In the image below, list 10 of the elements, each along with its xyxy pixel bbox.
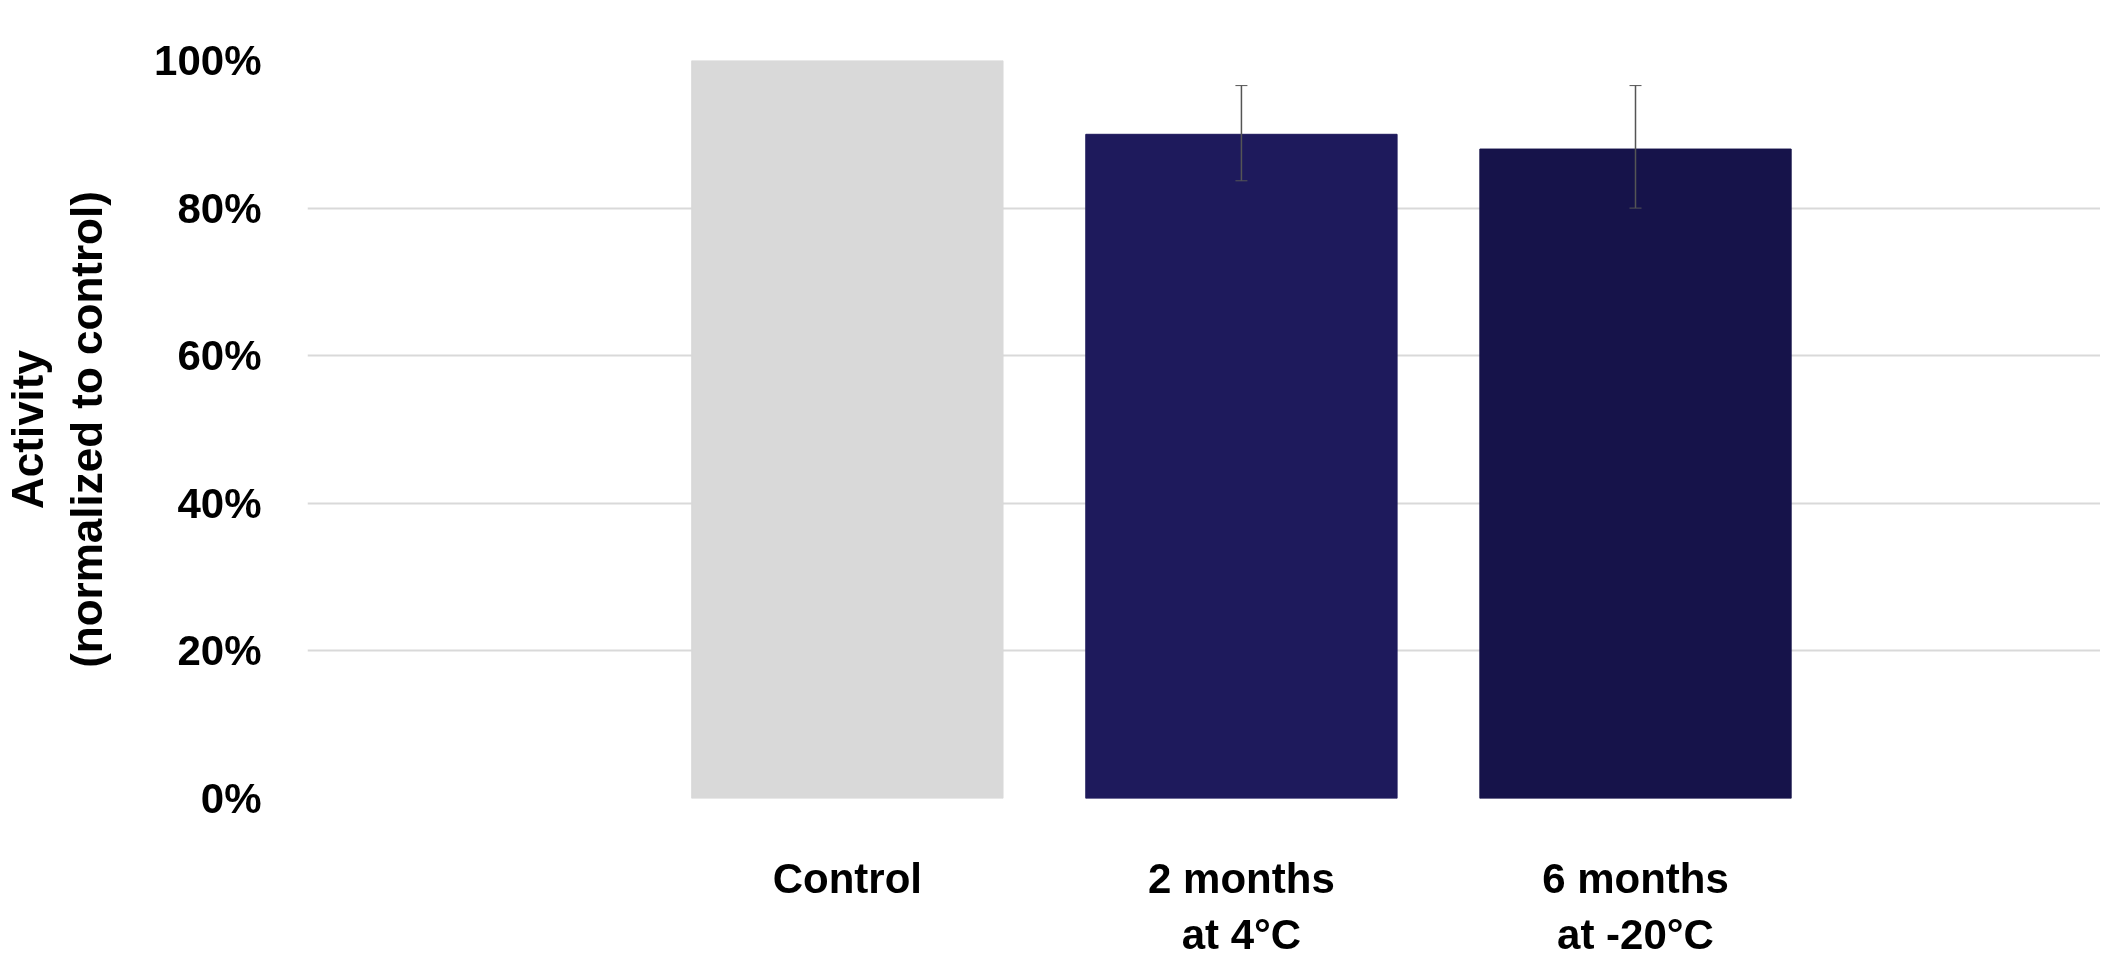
x-tick-label: 2 months at 4°C xyxy=(1148,854,1335,958)
y-tick-label: 60% xyxy=(177,332,262,380)
y-tick-label: 100% xyxy=(154,37,262,84)
x-tick-label: Control xyxy=(772,854,923,902)
x-tick-label: 6 months at -20°C xyxy=(1542,854,1729,958)
y-tick-label: 40% xyxy=(177,479,262,527)
y-tick-label: 20% xyxy=(177,627,262,675)
y-tick-label: 0% xyxy=(200,775,262,822)
y-axis-title: Activity (normalized to control) xyxy=(3,191,112,668)
y-tick-label: 80% xyxy=(177,184,262,232)
